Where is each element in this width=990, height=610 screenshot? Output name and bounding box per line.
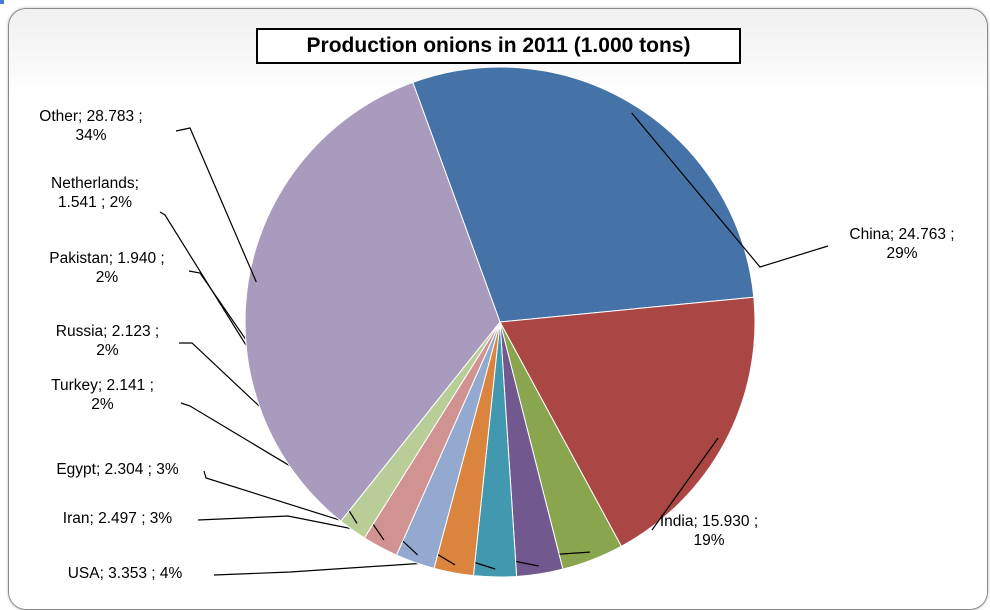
data-label-other: Other; 28.783 ; 34%	[39, 108, 143, 144]
data-label-netherlands: Netherlands; 1.541 ; 2%	[51, 175, 139, 211]
chart-title: Production onions in 2011 (1.000 tons)	[256, 28, 741, 64]
pie-chart	[159, 66, 829, 578]
pie-slice-india[interactable]	[499, 296, 756, 547]
pie-slice-other[interactable]	[244, 81, 501, 522]
data-label-russia: Russia; 2.123 ; 2%	[55, 323, 160, 359]
data-label-pakistan: Pakistan; 1.940 ; 2%	[49, 250, 165, 286]
leader-line-india	[651, 437, 719, 531]
data-label-turkey: Turkey; 2.141 ; 2%	[51, 377, 154, 413]
leader-line-other	[175, 127, 257, 283]
data-label-usa: USA; 3.353 ; 4%	[67, 565, 183, 582]
data-label-egypt: Egypt; 2.304 ; 3%	[56, 461, 179, 478]
data-label-china: China; 24.763 ; 29%	[849, 226, 955, 262]
data-label-iran: Iran; 2.497 ; 3%	[62, 510, 173, 527]
pie-slice-china[interactable]	[412, 66, 755, 323]
selection-handle[interactable]	[0, 0, 4, 4]
data-label-india: India; 15.930 ; 19%	[659, 513, 759, 549]
leader-line-china	[631, 112, 829, 268]
